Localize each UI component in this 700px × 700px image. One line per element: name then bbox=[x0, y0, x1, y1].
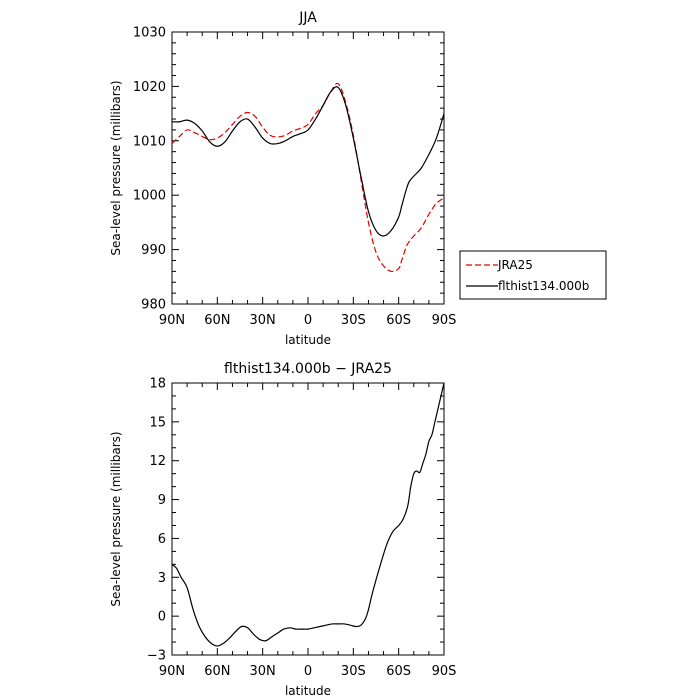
chart-title: flthist134.000b − JRA25 bbox=[224, 361, 392, 377]
series-line-jra25 bbox=[172, 82, 444, 273]
x-tick-label: 60S bbox=[386, 664, 411, 679]
series-line-difference bbox=[172, 383, 444, 647]
y-axis-title: Sea-level pressure (millibars) bbox=[109, 431, 123, 606]
legend-box bbox=[459, 250, 607, 300]
y-tick-label: 15 bbox=[149, 415, 166, 430]
y-tick-label: 12 bbox=[149, 454, 166, 469]
y-tick-label: 0 bbox=[158, 610, 166, 625]
x-tick-label: 0 bbox=[304, 313, 312, 328]
y-tick-label: 18 bbox=[149, 377, 166, 392]
y-axis-title: Sea-level pressure (millibars) bbox=[109, 80, 123, 255]
y-tick-label: −3 bbox=[147, 649, 166, 664]
series-line-flthist134-000b bbox=[172, 86, 444, 237]
x-tick-label: 30N bbox=[250, 313, 276, 328]
x-tick-label: 60S bbox=[386, 313, 411, 328]
chart-title: JJA bbox=[298, 10, 317, 26]
y-tick-label: 980 bbox=[141, 298, 166, 313]
x-tick-label: 0 bbox=[304, 664, 312, 679]
x-axis-title: latitude bbox=[285, 684, 331, 698]
x-tick-label: 90S bbox=[432, 664, 457, 679]
legend-label: flthist134.000b bbox=[498, 279, 589, 293]
y-tick-label: 1000 bbox=[133, 189, 166, 204]
x-tick-label: 30S bbox=[341, 313, 366, 328]
legend: JRA25 flthist134.000b bbox=[459, 250, 607, 300]
chart-panel-2: −3 0 3 6 9 12 15 18 90N 60N 30N 0 30S 60S 90S flthist13… bbox=[109, 361, 456, 698]
y-tick-label: 990 bbox=[141, 243, 166, 258]
x-tick-label: 90S bbox=[432, 313, 457, 328]
x-axis-title: latitude bbox=[285, 333, 331, 347]
y-tick-label: 3 bbox=[158, 571, 166, 586]
x-tick-label: 90N bbox=[159, 664, 185, 679]
chart-panel-1: 980 990 1000 1010 1020 1030 90N 60N 30N 0 30S 60S 90… bbox=[109, 10, 607, 347]
y-tick-label: 6 bbox=[158, 532, 166, 547]
y-tick-label: 1020 bbox=[133, 80, 166, 95]
x-tick-label: 60N bbox=[204, 313, 230, 328]
x-tick-label: 60N bbox=[204, 664, 230, 679]
legend-label: JRA25 bbox=[497, 258, 533, 272]
x-tick-label: 30N bbox=[250, 664, 276, 679]
x-tick-label: 90N bbox=[159, 313, 185, 328]
y-tick-label: 9 bbox=[158, 493, 166, 508]
y-tick-label: 1010 bbox=[133, 134, 166, 149]
x-tick-label: 30S bbox=[341, 664, 366, 679]
y-tick-label: 1030 bbox=[133, 26, 166, 41]
